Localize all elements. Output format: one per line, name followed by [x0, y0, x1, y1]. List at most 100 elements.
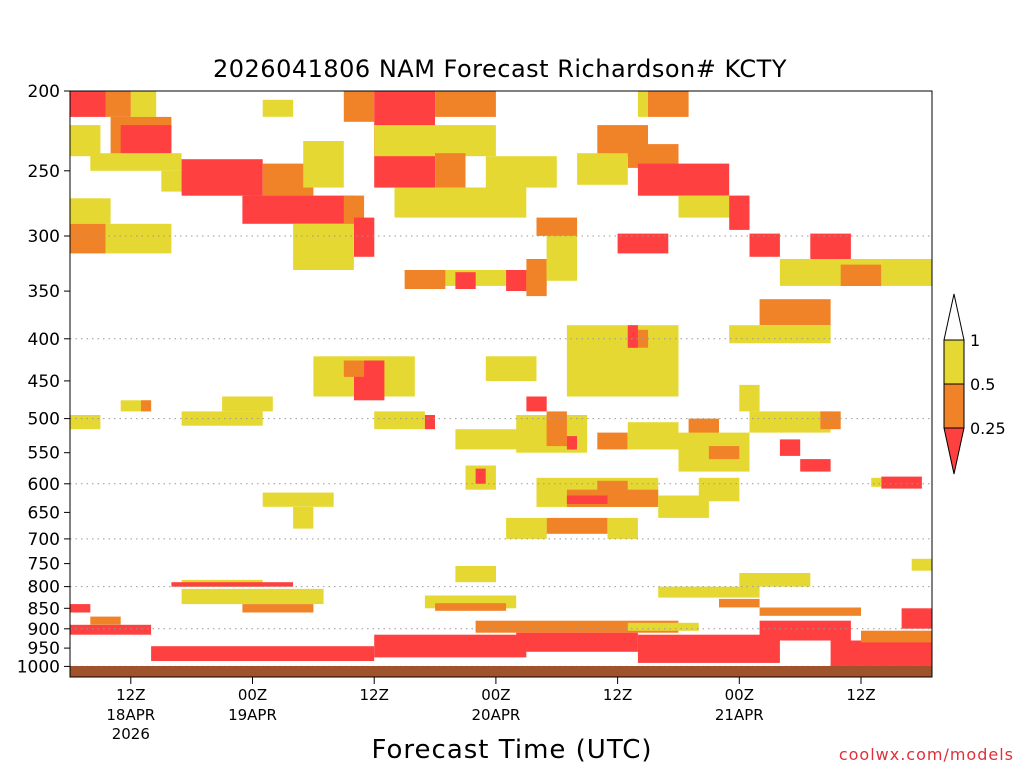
- heat-cell-38: [648, 91, 689, 117]
- heat-cell-37: [637, 91, 648, 117]
- heat-cell-32: [526, 259, 547, 297]
- y-tick-label-800: 800: [28, 578, 60, 598]
- heat-cell-111: [374, 634, 527, 658]
- heat-cell-79: [739, 384, 760, 412]
- y-tick-label-250: 250: [28, 162, 60, 182]
- y-tick-label-300: 300: [28, 227, 60, 247]
- x-tick-date-1: 19APR: [228, 706, 277, 724]
- y-tick-label-900: 900: [28, 620, 60, 640]
- heat-cell-76: [800, 459, 831, 472]
- heat-cell-58: [222, 396, 273, 412]
- credit-text: coolwx.com/models: [839, 745, 1014, 764]
- heat-cell-63: [374, 411, 425, 430]
- heat-cell-119: [901, 608, 932, 629]
- heat-cell-103: [658, 586, 760, 598]
- y-tick-label-450: 450: [28, 372, 60, 392]
- heat-cell-41: [729, 195, 750, 230]
- heat-cell-13: [70, 198, 111, 224]
- heat-cell-102: [435, 603, 507, 611]
- heat-cell-110: [151, 646, 375, 661]
- heat-cell-109: [90, 616, 121, 625]
- y-tick-label-650: 650: [28, 503, 60, 523]
- heat-cell-57: [343, 360, 365, 377]
- heat-cell-84: [566, 495, 608, 504]
- surface-band: [70, 666, 932, 677]
- y-tick-label-850: 850: [28, 599, 60, 619]
- colorbar-bin-05-1: [943, 339, 965, 385]
- heat-cell-44: [810, 233, 851, 260]
- colorbar-label-1: 1: [970, 331, 980, 350]
- heat-cell-62: [70, 415, 101, 430]
- heat-cell-86: [658, 495, 709, 518]
- y-tick-label-550: 550: [28, 444, 60, 464]
- y-tick-label-350: 350: [28, 282, 60, 302]
- heat-cell-14: [70, 223, 106, 254]
- x-tick-label-3: 00Z: [481, 686, 510, 704]
- heat-cell-114: [627, 622, 699, 631]
- heat-cell-74: [708, 446, 740, 460]
- heat-cell-85: [597, 480, 628, 493]
- y-axis: 200 250 300 350 400 450 500 550 600 650 700 750 8008…: [17, 82, 70, 677]
- colorbar-label-0.5: 0.5: [970, 375, 995, 394]
- heat-cell-6: [90, 153, 182, 171]
- colorbar-top-arrow: [943, 293, 965, 341]
- heat-cell-71: [627, 422, 679, 450]
- heat-cell-100: [242, 604, 314, 613]
- heat-cell-53: [627, 325, 638, 348]
- x-tick-date-0: 18APR: [106, 706, 155, 724]
- heat-cell-93: [881, 476, 922, 489]
- x-tick-date-3: 20APR: [471, 706, 520, 724]
- heat-cell-95: [911, 558, 932, 571]
- heat-cell-65: [455, 429, 527, 450]
- heat-cell-5: [70, 125, 101, 157]
- heat-cell-20: [374, 91, 435, 126]
- heat-cell-39: [637, 163, 730, 196]
- heat-cell-48: [759, 299, 831, 326]
- x-tick-label-2: 12Z: [360, 686, 389, 704]
- y-tick-label-1000: 1000: [17, 657, 60, 677]
- heat-cell-75: [779, 439, 801, 456]
- plot-frame: [69, 90, 933, 678]
- colorbar: 1 0.5 0.25: [943, 293, 1006, 475]
- y-tick-label-600: 600: [28, 475, 60, 495]
- y-tick-label-200: 200: [28, 82, 60, 102]
- heat-cell-77: [749, 411, 831, 433]
- heat-cell-92: [293, 506, 314, 529]
- heat-cell-108: [70, 624, 152, 635]
- heatmap-cells: [70, 91, 932, 670]
- heat-cell-59: [181, 411, 263, 426]
- heat-cell-88: [546, 517, 608, 534]
- heat-cell-35: [627, 144, 679, 168]
- heat-cell-1: [105, 91, 131, 117]
- heat-cell-113: [516, 632, 638, 652]
- y-tick-label-700: 700: [28, 530, 60, 550]
- y-tick-label-400: 400: [28, 330, 60, 350]
- heat-cell-18: [262, 99, 294, 117]
- heat-cell-68: [546, 411, 567, 447]
- heat-cell-116: [759, 620, 851, 641]
- y-tick-label-950: 950: [28, 639, 60, 659]
- heat-cell-2: [130, 91, 157, 117]
- x-tick-year-0: 2026: [112, 725, 150, 743]
- heat-cell-11: [242, 195, 354, 224]
- heat-cell-15: [105, 223, 172, 254]
- heat-cell-107: [70, 604, 91, 613]
- heat-cell-115: [637, 634, 780, 663]
- heat-cell-25: [394, 187, 527, 218]
- heat-cell-67: [526, 396, 547, 412]
- heat-cell-99: [181, 588, 324, 605]
- chart-title: 2026041806 NAM Forecast Richardson# KCTY: [213, 55, 787, 83]
- heat-cell-54: [485, 356, 537, 381]
- colorbar-bin-025-05: [943, 383, 965, 429]
- heat-cell-26: [536, 217, 578, 236]
- heat-cell-4: [120, 125, 172, 154]
- heat-cell-33: [546, 236, 577, 281]
- heat-cell-29: [404, 270, 446, 289]
- heat-cell-104: [739, 573, 811, 587]
- x-axis-label: Forecast Time (UTC): [371, 735, 652, 765]
- heat-cell-24: [435, 153, 466, 188]
- x-tick-label-5: 00Z: [725, 686, 754, 704]
- heat-cell-70: [597, 432, 628, 450]
